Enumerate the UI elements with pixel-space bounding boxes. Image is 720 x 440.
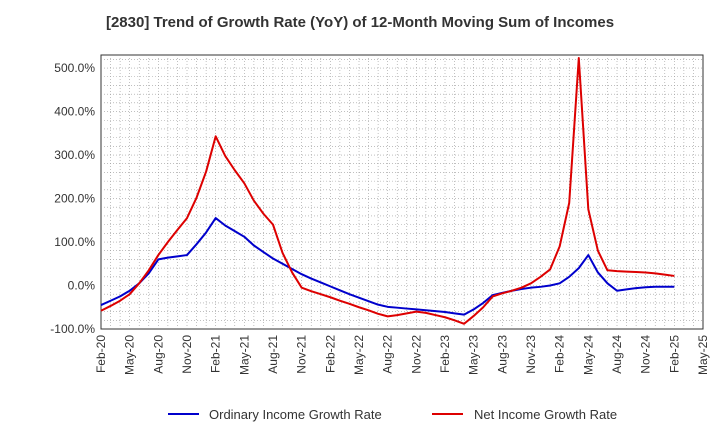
x-tick-label: Nov-23 [524,335,538,374]
chart-title: [2830] Trend of Growth Rate (YoY) of 12-… [105,14,615,31]
x-tick-label: May-20 [123,335,137,375]
y-tick-label: -100.0% [50,322,95,336]
x-tick-label: Nov-22 [409,335,423,374]
y-tick-label: 400.0% [54,105,95,119]
x-tick-label: Aug-20 [151,335,165,374]
x-tick-label: Aug-23 [495,335,509,374]
x-tick-label: May-22 [352,335,366,375]
legend-label-ordinary-income: Ordinary Income Growth Rate [209,407,382,422]
x-tick-label: Feb-20 [94,335,108,373]
x-tick-label: Feb-24 [553,335,567,373]
x-tick-label: Feb-23 [438,335,452,373]
y-tick-label: 0.0% [68,279,96,293]
x-tick-label: Aug-24 [610,335,624,374]
plot-area [100,54,704,330]
x-tick-label: Aug-21 [266,335,280,374]
x-tick-label: Feb-22 [323,335,337,373]
x-tick-label: May-24 [581,335,595,375]
x-tick-label: May-23 [467,335,481,375]
x-tick-label: May-25 [696,335,710,375]
x-tick-label: Nov-20 [180,335,194,374]
ordinary-income-growth-line [100,217,675,316]
y-tick-label: 100.0% [54,235,95,249]
y-tick-label: 200.0% [54,192,95,206]
x-tick-label: Aug-22 [381,335,395,374]
y-tick-label: 500.0% [54,61,95,75]
legend-label-net-income: Net Income Growth Rate [474,407,617,422]
x-tick-label: Nov-21 [295,335,309,374]
net-income-growth-line [100,57,675,325]
x-tick-label: May-21 [237,335,251,375]
x-tick-label: Feb-25 [667,335,681,373]
x-tick-label: Nov-24 [639,335,653,374]
x-tick-label: Feb-21 [209,335,223,373]
y-tick-label: 300.0% [54,148,95,162]
